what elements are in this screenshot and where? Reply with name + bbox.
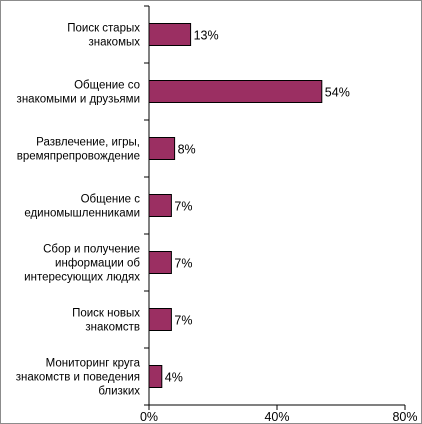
category-label-line: Поиск новых	[72, 308, 140, 320]
category-label-line: знакомых	[89, 37, 141, 49]
bar-0	[148, 23, 192, 46]
value-label-1: 54%	[325, 86, 350, 100]
bar-6	[148, 365, 163, 388]
category-label-line: Общение со	[74, 80, 140, 92]
category-label-6: Мониторинг круга знакомств и поведения бли…	[16, 358, 141, 398]
value-label-0: 13%	[194, 29, 219, 43]
value-label-2: 8%	[178, 143, 196, 157]
bar-5	[148, 308, 172, 331]
x-tick-label-2: 80%	[392, 410, 417, 423]
x-tick-label-1: 40%	[264, 410, 289, 423]
value-label-4: 7%	[174, 257, 192, 271]
category-label-line: интересующих людях	[24, 272, 140, 284]
x-tick-label-0: 0%	[140, 410, 158, 423]
category-label-0: Поиск старых знакомых	[67, 23, 140, 49]
category-label-line: времяпрепровождение	[17, 151, 140, 163]
category-label-line: Поиск старых	[67, 23, 140, 35]
category-label-5: Поиск новых знакомств	[72, 308, 140, 334]
category-label-line: знакомств и поведения	[16, 372, 140, 384]
category-label-line: единомышленниками	[24, 208, 140, 220]
category-label-line: близких	[98, 386, 140, 398]
category-label-2: Развлечение, игры, времяпрепровождение	[17, 137, 140, 163]
category-label-3: Общение с единомышленниками	[24, 194, 140, 220]
bar-4	[148, 251, 172, 274]
value-label-6: 4%	[165, 371, 183, 385]
category-label-line: Развлечение, игры,	[36, 137, 140, 149]
bar-1	[148, 80, 323, 103]
category-label-line: информации об	[55, 258, 140, 270]
category-label-1: Общение со знакомыми и друзьями	[17, 80, 140, 106]
bar-2	[148, 137, 176, 160]
category-label-line: Общение с	[81, 194, 141, 206]
bar-3	[148, 194, 172, 217]
category-label-line: Мониторинг круга	[46, 358, 141, 370]
value-label-5: 7%	[174, 314, 192, 328]
value-label-3: 7%	[174, 200, 192, 214]
category-label-line: знакомыми и друзьями	[17, 94, 140, 106]
category-label-4: Сбор и получение информации об интересующи…	[24, 244, 140, 284]
category-label-line: Сбор и получение	[43, 244, 140, 256]
category-label-line: знакомств	[85, 322, 140, 334]
